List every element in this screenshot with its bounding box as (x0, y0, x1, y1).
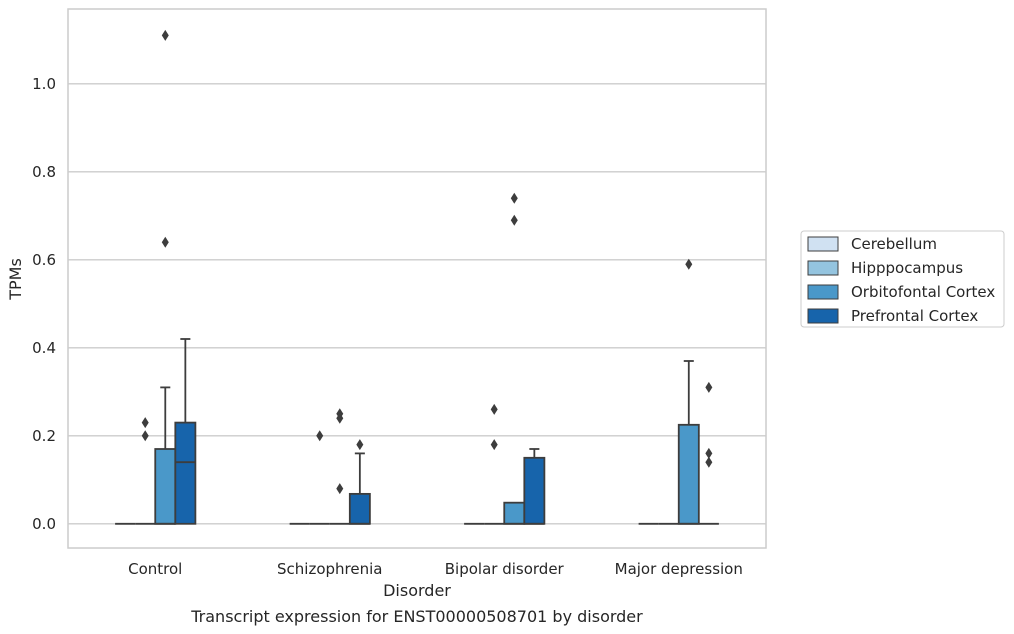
box-group (464, 192, 546, 525)
box (523, 456, 546, 525)
outlier-point (490, 403, 498, 415)
box (503, 501, 526, 525)
outlier-point (141, 430, 149, 442)
x-tick-label: Major depression (615, 560, 743, 578)
box-group (289, 408, 371, 525)
outlier-point (490, 439, 498, 451)
y-axis-label: TPMs (6, 258, 25, 301)
y-tick-label: 0.4 (32, 339, 56, 357)
x-tick-label: Schizophrenia (277, 560, 382, 578)
legend-swatch (807, 260, 839, 276)
chart-caption: Transcript expression for ENST0000050870… (190, 607, 643, 626)
y-tick-label: 0.8 (32, 163, 56, 181)
box-groups (115, 29, 719, 525)
outlier-point (141, 417, 149, 429)
outlier-point (336, 408, 344, 420)
y-tick-label: 0.2 (32, 427, 56, 445)
legend: Cerebellum Hipppocampus Orbitofontal Corte… (800, 230, 1005, 328)
outlier-point (705, 447, 713, 459)
box (174, 421, 197, 525)
box-group (115, 29, 197, 525)
y-tick-label: 0.6 (32, 251, 56, 269)
legend-label: Hipppocampus (851, 259, 963, 277)
outlier-point (336, 483, 344, 495)
box (348, 492, 371, 525)
outlier-point (316, 430, 324, 442)
plot-frame (67, 8, 767, 549)
outlier-point (161, 236, 169, 248)
y-axis-ticks: 0.0 0.2 0.4 0.6 0.8 1.0 (32, 75, 56, 533)
legend-frame (800, 230, 1005, 328)
outlier-point (685, 258, 693, 270)
outlier-point (705, 381, 713, 393)
outlier-point (705, 456, 713, 468)
legend-label: Orbitofontal Cortex (851, 283, 995, 301)
box-group (638, 258, 719, 525)
y-tick-label: 1.0 (32, 75, 56, 93)
x-tick-label: Control (128, 560, 182, 578)
legend-swatch (807, 284, 839, 300)
outlier-point (510, 214, 518, 226)
x-tick-label: Bipolar disorder (445, 560, 565, 578)
outlier-point (510, 192, 518, 204)
legend-swatch (807, 308, 839, 324)
outlier-point (161, 29, 169, 41)
box (677, 423, 700, 525)
x-axis-label: Disorder (383, 581, 451, 600)
outlier-point (356, 439, 364, 451)
legend-label: Prefrontal Cortex (851, 307, 978, 325)
legend-swatch (807, 236, 839, 252)
box (154, 448, 177, 525)
y-tick-label: 0.0 (32, 515, 56, 533)
x-axis-ticks: Control Schizophrenia Bipolar disorder Majo… (128, 560, 743, 578)
legend-label: Cerebellum (851, 235, 937, 253)
